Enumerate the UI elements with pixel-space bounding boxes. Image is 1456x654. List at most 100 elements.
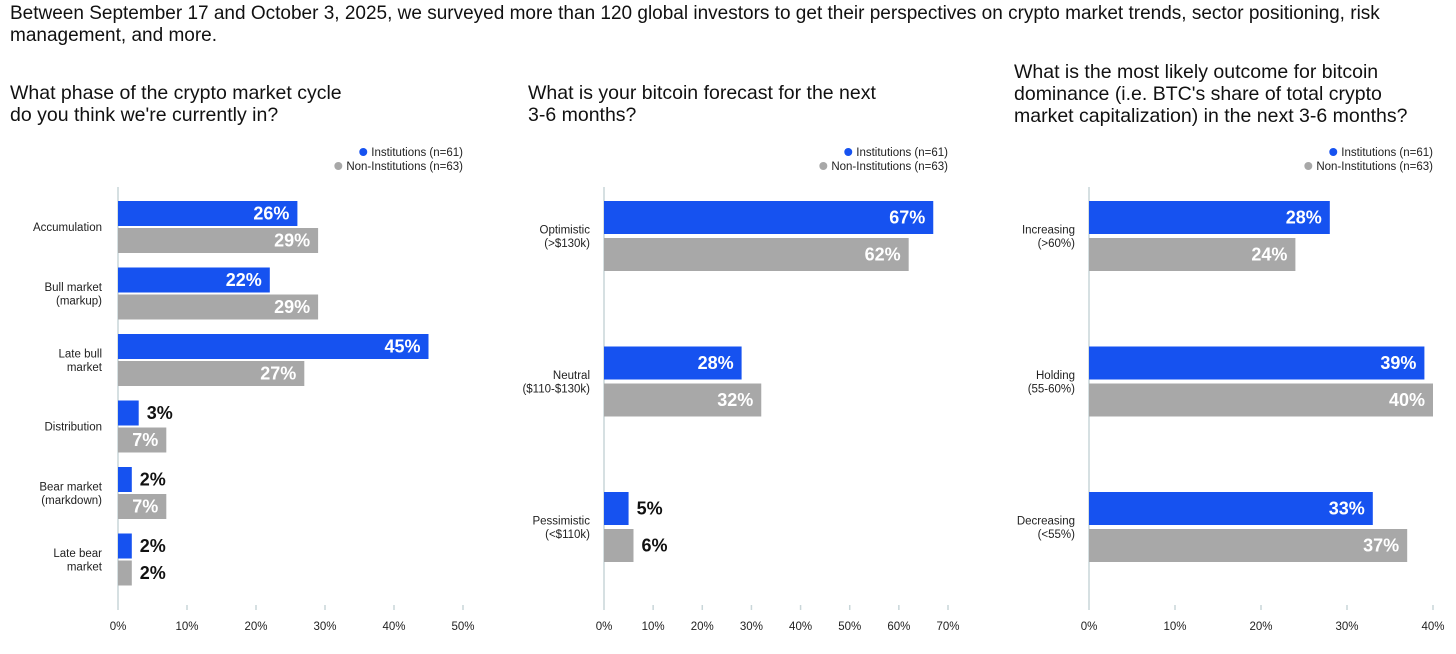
category-label: Late bear bbox=[53, 548, 102, 560]
legend-swatch-non-institutions bbox=[1304, 162, 1313, 170]
data-label: 6% bbox=[641, 536, 667, 556]
legend-swatch-institutions bbox=[1329, 148, 1338, 156]
category-label: Accumulation bbox=[33, 222, 102, 234]
data-label: 22% bbox=[226, 270, 262, 290]
category-label: market bbox=[67, 362, 103, 374]
bar-non-institutions bbox=[1089, 529, 1408, 562]
bar-non-institutions bbox=[1089, 238, 1296, 271]
category-label: Late bull bbox=[59, 348, 102, 360]
chart-title-market-phase: What phase of the crypto market cycle do… bbox=[10, 82, 342, 126]
category-label: (>60%) bbox=[1038, 238, 1076, 250]
category-label: (markdown) bbox=[41, 495, 102, 507]
bar-non-institutions bbox=[118, 294, 319, 320]
data-label: 62% bbox=[865, 245, 901, 265]
x-tick-label: 10% bbox=[175, 621, 198, 633]
category-label: Decreasing bbox=[1017, 515, 1075, 527]
x-tick-label: 20% bbox=[1249, 621, 1272, 633]
bar-non-institutions bbox=[118, 427, 167, 453]
x-tick-label: 40% bbox=[1421, 621, 1444, 633]
bar-non-institutions bbox=[604, 238, 909, 271]
category-label: Neutral bbox=[553, 370, 590, 382]
data-label: 7% bbox=[132, 497, 158, 517]
x-tick-label: 70% bbox=[936, 621, 959, 633]
legend-swatch-non-institutions bbox=[819, 162, 828, 170]
x-tick-label: 0% bbox=[110, 621, 127, 633]
data-label: 2% bbox=[140, 563, 166, 583]
x-tick-label: 30% bbox=[1335, 621, 1358, 633]
x-tick-label: 30% bbox=[313, 621, 336, 633]
category-label: (>$130k) bbox=[544, 238, 590, 250]
data-label: 32% bbox=[717, 390, 753, 410]
data-label: 2% bbox=[140, 470, 166, 490]
bar-institutions bbox=[118, 533, 132, 559]
legend-label-institutions: Institutions (n=61) bbox=[856, 147, 948, 159]
x-tick-label: 50% bbox=[451, 621, 474, 633]
bar-institutions bbox=[118, 267, 270, 293]
category-label: (<$110k) bbox=[545, 529, 590, 541]
bar-institutions bbox=[118, 201, 298, 226]
data-label: 3% bbox=[147, 403, 173, 423]
legend-swatch-non-institutions bbox=[334, 162, 343, 170]
data-label: 67% bbox=[889, 208, 925, 228]
data-label: 33% bbox=[1329, 499, 1365, 519]
category-label: Bear market bbox=[39, 481, 102, 493]
bar-non-institutions bbox=[604, 383, 762, 417]
x-tick-label: 10% bbox=[1163, 621, 1186, 633]
data-label: 45% bbox=[384, 337, 420, 357]
x-tick-label: 20% bbox=[691, 621, 714, 633]
data-label: 39% bbox=[1380, 353, 1416, 373]
data-label: 40% bbox=[1389, 390, 1425, 410]
data-label: 24% bbox=[1251, 245, 1287, 265]
legend-label-non-institutions: Non-Institutions (n=63) bbox=[346, 161, 463, 173]
x-tick-label: 60% bbox=[887, 621, 910, 633]
category-label: (55-60%) bbox=[1028, 383, 1075, 395]
x-tick-label: 30% bbox=[740, 621, 763, 633]
category-label: Optimistic bbox=[540, 224, 591, 236]
bar-non-institutions bbox=[1089, 383, 1433, 417]
bar-institutions bbox=[118, 467, 132, 492]
category-label: Holding bbox=[1036, 370, 1075, 382]
category-label: Increasing bbox=[1022, 224, 1075, 236]
legend-label-institutions: Institutions (n=61) bbox=[371, 147, 463, 159]
legend-label-non-institutions: Non-Institutions (n=63) bbox=[1316, 161, 1433, 173]
chart-title-bitcoin-dominance: What is the most likely outcome for bitc… bbox=[1014, 61, 1408, 127]
x-tick-label: 0% bbox=[596, 621, 613, 633]
data-label: 26% bbox=[253, 204, 289, 224]
data-label: 5% bbox=[637, 499, 663, 519]
category-label: ($110-$130k) bbox=[522, 383, 590, 395]
category-label: market bbox=[67, 561, 103, 573]
bar-institutions bbox=[604, 492, 629, 525]
x-tick-label: 10% bbox=[642, 621, 665, 633]
data-label: 29% bbox=[274, 297, 310, 317]
bar-institutions bbox=[1089, 201, 1330, 234]
legend-label-institutions: Institutions (n=61) bbox=[1341, 147, 1433, 159]
bar-non-institutions bbox=[118, 228, 319, 253]
bar-non-institutions bbox=[118, 361, 305, 386]
legend-swatch-institutions bbox=[359, 148, 368, 156]
legend-label-non-institutions: Non-Institutions (n=63) bbox=[831, 161, 948, 173]
bar-institutions bbox=[118, 400, 139, 426]
x-tick-label: 20% bbox=[244, 621, 267, 633]
category-label: (<55%) bbox=[1038, 529, 1076, 541]
survey-intro: Between September 17 and October 3, 2025… bbox=[10, 3, 1380, 46]
bar-non-institutions bbox=[604, 529, 634, 562]
data-label: 37% bbox=[1363, 536, 1399, 556]
x-tick-label: 0% bbox=[1081, 621, 1098, 633]
data-label: 29% bbox=[274, 231, 310, 251]
data-label: 28% bbox=[698, 353, 734, 373]
x-tick-label: 40% bbox=[382, 621, 405, 633]
bar-institutions bbox=[604, 346, 742, 380]
bar-institutions bbox=[1089, 492, 1373, 525]
category-label: Pessimistic bbox=[532, 515, 590, 527]
data-label: 2% bbox=[140, 536, 166, 556]
bar-non-institutions bbox=[118, 494, 167, 519]
category-label: (markup) bbox=[56, 295, 102, 307]
legend-swatch-institutions bbox=[844, 148, 853, 156]
data-label: 28% bbox=[1286, 208, 1322, 228]
x-tick-label: 50% bbox=[838, 621, 861, 633]
data-label: 27% bbox=[260, 364, 296, 384]
bar-institutions bbox=[118, 334, 429, 359]
data-label: 7% bbox=[132, 430, 158, 450]
